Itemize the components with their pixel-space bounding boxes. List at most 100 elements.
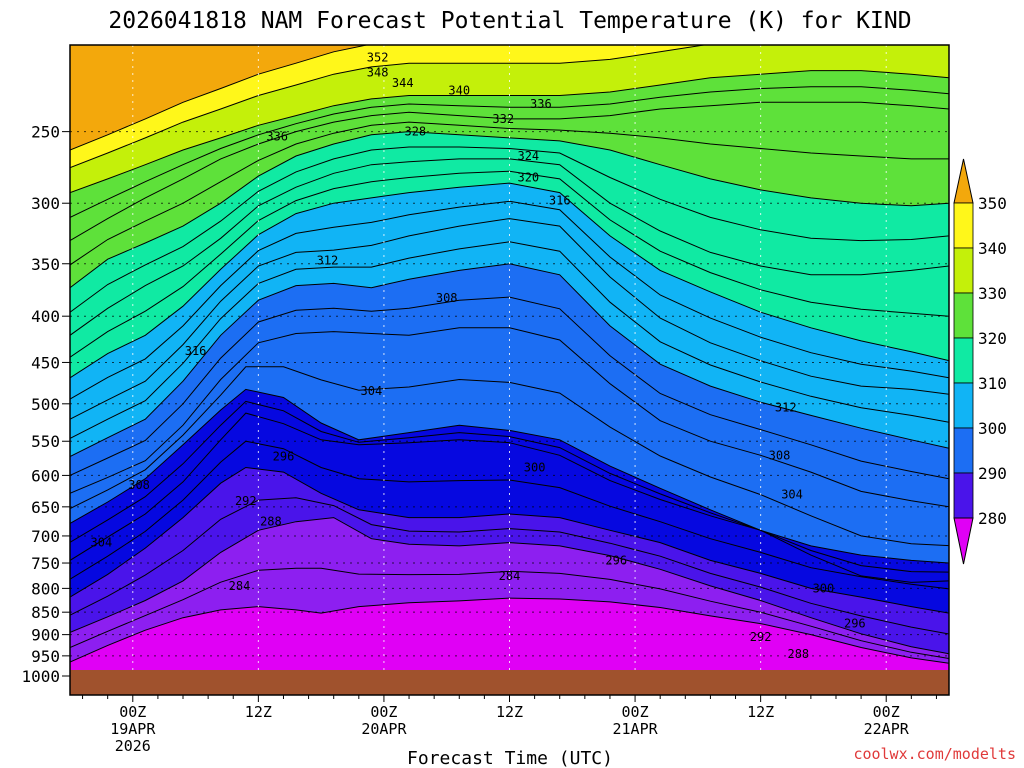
contour-line-minor [70, 146, 949, 313]
contour-label: 328 [404, 125, 426, 139]
y-tick-label: 900 [31, 626, 60, 645]
contour-line-minor [70, 366, 949, 547]
contour-line-minor [70, 241, 949, 439]
contour-label: 320 [517, 171, 539, 185]
y-tick-label: 650 [31, 498, 60, 517]
contour-line-324 [70, 131, 949, 289]
contour-line-upper [70, 45, 708, 169]
colorbar-bottom-arrow [953, 517, 974, 565]
x-tick-label: 00Z [370, 703, 397, 721]
contour-line-328 [70, 101, 949, 242]
colorbar-top-arrow [953, 158, 974, 204]
contour-label: 284 [229, 579, 251, 593]
colorbar-label: 310 [978, 374, 1007, 393]
y-tick-label: 1000 [21, 667, 60, 686]
contour-label: 308 [128, 478, 150, 492]
x-tick-label: 12Z [245, 703, 272, 721]
contour-line-288 [70, 517, 949, 655]
y-tick-label: 700 [31, 527, 60, 546]
contour-label: 344 [392, 76, 414, 90]
contour-label: 308 [769, 448, 791, 462]
contour-label: 304 [361, 384, 383, 398]
contour-line-304 [70, 327, 949, 508]
plot-area [70, 45, 949, 695]
chart-title: 2026041818 NAM Forecast Potential Temper… [108, 8, 911, 34]
contour-label: 336 [530, 97, 552, 111]
y-tick-label: 450 [31, 353, 60, 372]
filled-contour-bands [70, 45, 949, 695]
colorbar-swatch [953, 247, 974, 294]
x-tick-label: 19APR [110, 720, 156, 738]
x-tick-label: 00Z [873, 703, 900, 721]
y-tick-label: 750 [31, 554, 60, 573]
contour-line-320 [70, 158, 949, 336]
x-tick-label: 20APR [361, 720, 407, 738]
contour-line-332 [70, 70, 949, 194]
contour-line-minor [70, 567, 949, 659]
y-tick-label: 250 [31, 123, 60, 142]
contour-line-minor [70, 170, 949, 358]
y-tick-label: 400 [31, 307, 60, 326]
colorbar-swatch [953, 427, 974, 474]
contour-lines [70, 45, 949, 664]
x-axis-label: Forecast Time (UTC) [407, 748, 613, 768]
contour-line-312 [70, 218, 949, 420]
contour-label: 292 [750, 630, 772, 644]
contour-line-minor [70, 296, 949, 480]
contour-label: 324 [517, 149, 539, 163]
contour-line-296 [70, 412, 949, 564]
contour-label: 312 [775, 401, 797, 415]
colorbar-label: 300 [978, 419, 1007, 438]
colorbar-swatch [953, 472, 974, 519]
x-tick-label: 2026 [115, 737, 151, 755]
y-tick-label: 800 [31, 579, 60, 598]
colorbar-label: 340 [978, 239, 1007, 258]
colorbar-swatch [953, 382, 974, 429]
y-tick-label: 850 [31, 603, 60, 622]
contour-label: 296 [605, 553, 627, 567]
contour-line-292 [70, 466, 949, 614]
contour-label: 332 [492, 112, 514, 126]
contour-line-308 [70, 263, 949, 458]
contour-line-minor [70, 440, 949, 590]
ground-surface [70, 670, 949, 695]
x-tick-label: 22APR [864, 720, 910, 738]
contour-line-upper [70, 45, 370, 151]
contour-label: 352 [367, 51, 389, 65]
y-tick-label: 550 [31, 432, 60, 451]
contour-label: 296 [273, 450, 295, 464]
contour-line-316 [70, 182, 949, 379]
colorbar-label: 350 [978, 194, 1007, 213]
colorbar-label: 330 [978, 284, 1007, 303]
contour-line-minor [70, 400, 949, 573]
contour-label: 288 [787, 647, 809, 661]
contour-label: 300 [524, 460, 546, 474]
contour-label: 308 [436, 291, 458, 305]
contour-label: 304 [781, 488, 803, 502]
contour-line-284 [70, 597, 949, 664]
x-tick-label: 12Z [747, 703, 774, 721]
contour-label: 312 [317, 253, 339, 267]
y-tick-label: 600 [31, 466, 60, 485]
contour-line-minor [70, 497, 949, 635]
contour-label: 316 [185, 344, 207, 358]
y-tick-label: 300 [31, 194, 60, 213]
contour-label: 336 [266, 129, 288, 143]
x-tick-label: 00Z [622, 703, 649, 721]
x-tick-label: 00Z [119, 703, 146, 721]
y-tick-label: 350 [31, 255, 60, 274]
colorbar-label: 280 [978, 509, 1007, 528]
colorbar-swatch [953, 337, 974, 384]
y-tick-label: 500 [31, 395, 60, 414]
contour-line-minor [70, 200, 949, 400]
contour-line-minor [70, 86, 949, 218]
contour-label: 300 [813, 581, 835, 595]
contour-label: 296 [844, 617, 866, 631]
colorbar: 350 340 330 320 310 300 290 280 [953, 158, 1007, 565]
contour-label: 288 [260, 515, 282, 529]
contour-line-minor [70, 121, 949, 266]
contour-label: 348 [367, 65, 389, 79]
